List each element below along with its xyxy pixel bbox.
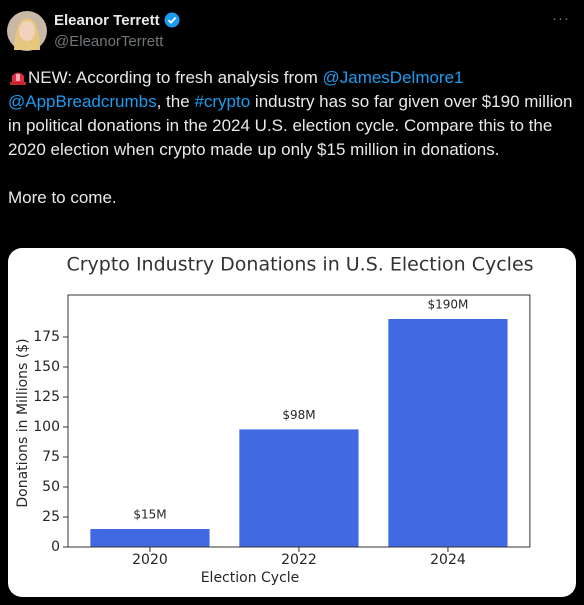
y-tick-label: 75 [42,449,60,465]
y-tick-label: 125 [33,389,60,405]
axes-frame [67,294,531,548]
value-label: $190M [427,298,468,312]
bar [239,429,359,547]
text: More to come. [8,188,117,207]
more-button[interactable]: ··· [552,10,570,27]
verified-badge [164,12,180,28]
text: , the [156,92,190,111]
siren-emoji [10,72,26,85]
x-tick-label: 2024 [430,552,466,568]
hashtag[interactable]: #crypto [194,92,251,111]
y-tick-label: 175 [33,329,60,345]
text: NEW: According to fresh analysis from [28,68,318,87]
value-label: $98M [282,408,315,422]
media-card[interactable]: Crypto Industry Donations in U.S. Electi… [8,248,576,597]
author-name[interactable]: Eleanor Terrett [54,12,180,29]
x-tick-label: 2020 [132,552,168,568]
y-tick-label: 150 [33,359,60,375]
y-tick-label: 0 [51,539,60,555]
text: industry has so far given over $190 mill… [8,92,573,159]
mention[interactable]: @AppBreadcrumbs [8,92,157,111]
x-axis-label: Election Cycle [201,570,300,586]
y-axis-label: Donations in Millions ($) [15,338,31,507]
mention[interactable]: @JamesDelmore1 [322,68,464,87]
x-tick-label: 2022 [281,552,317,568]
bar [90,529,210,547]
y-tick-label: 25 [42,509,60,525]
chart-title: Crypto Industry Donations in U.S. Electi… [66,254,533,276]
avatar[interactable] [6,10,48,52]
author-name-text[interactable]: Eleanor Terrett [54,12,160,29]
handle[interactable]: @EleanorTerrett [54,33,164,50]
tweet-text: NEW: According to fresh analysis from @J… [8,66,578,210]
bar [388,319,508,547]
y-tick-label: 50 [42,479,60,495]
chart: Crypto Industry Donations in U.S. Electi… [15,254,534,587]
y-tick-label: 100 [33,419,60,435]
value-label: $15M [133,508,166,522]
